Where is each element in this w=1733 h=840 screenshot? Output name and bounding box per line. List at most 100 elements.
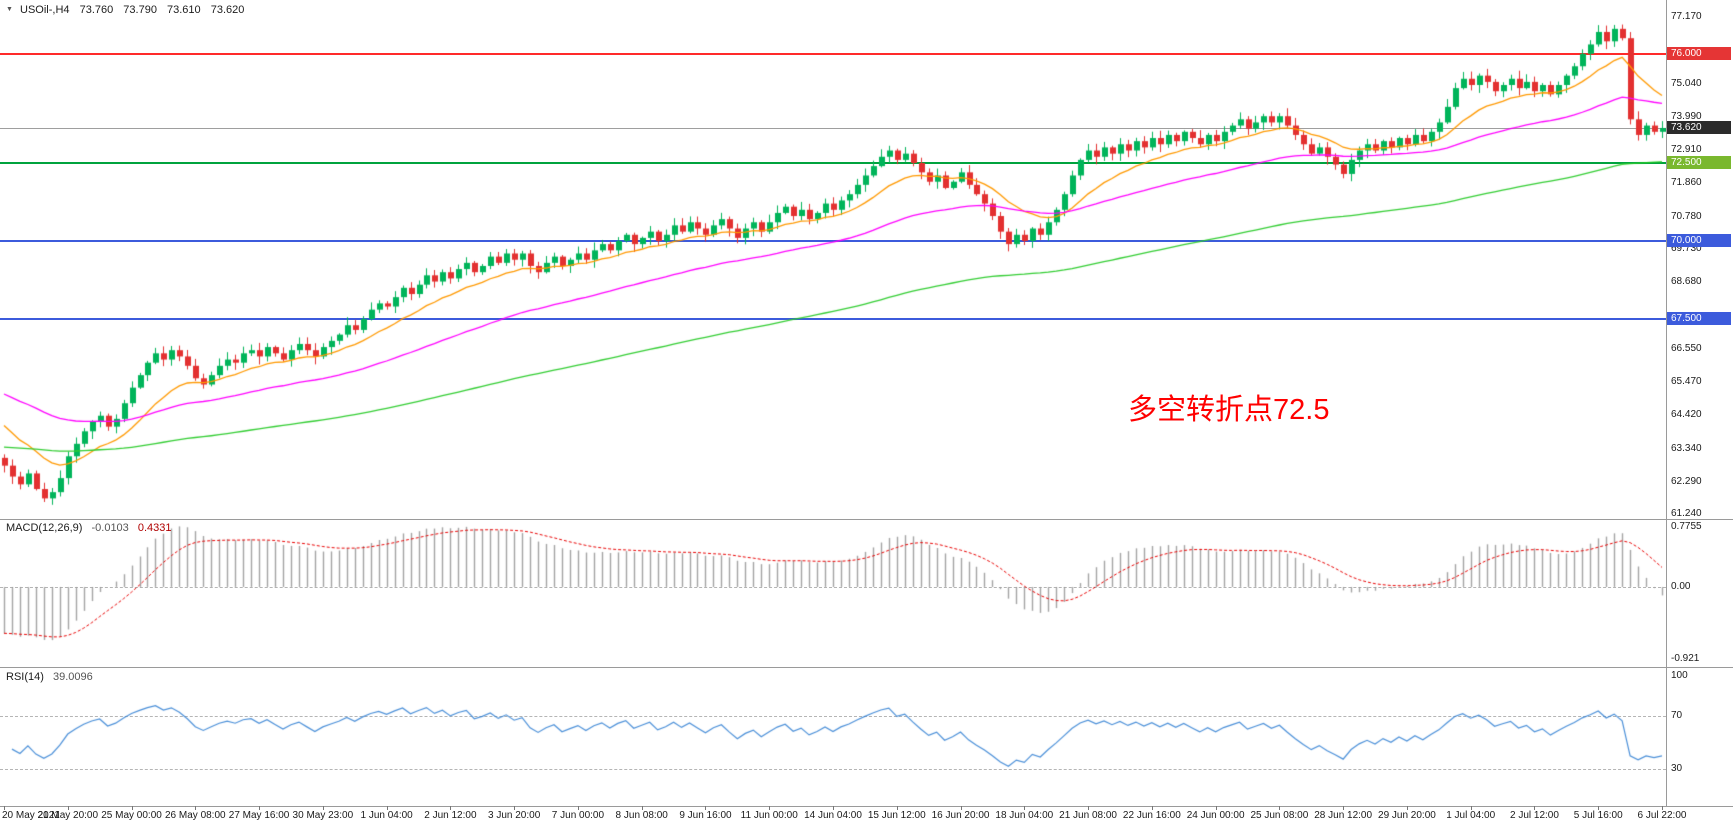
chart-collapse-icon[interactable]: ▼ [6,6,13,13]
rsi-value: 39.0096 [52,671,93,683]
price-axis-label: 66.550 [1671,342,1702,354]
time-axis-tick [195,806,197,810]
rsi-title: RSI(14) [6,671,44,683]
price-axis-label: 68.680 [1671,276,1702,288]
time-axis-tick [450,806,452,810]
rsi-scale-100: 100 [1671,670,1688,681]
price-axis-label: 77.170 [1671,11,1702,23]
time-axis-label: 21 Jun 08:00 [1059,810,1117,821]
time-axis-label: 20 May 2021 [2,810,60,821]
macd-signal-value: 0.4331 [137,522,172,534]
price-chart-canvas[interactable] [0,0,1666,519]
price-axis-label: 62.290 [1671,475,1702,487]
time-axis-label: 24 Jun 00:00 [1186,810,1245,821]
macd-title: MACD(12,26,9) [6,522,83,534]
macd-panel-canvas[interactable] [0,520,1666,667]
time-axis-label: 25 Jun 08:00 [1250,810,1309,821]
annotation-text[interactable]: 多空转折点72.5 [1128,394,1330,426]
time-axis-tick [4,806,5,810]
separator-macd-rsi [0,667,1733,668]
time-axis-tick [386,806,388,810]
time-axis-label: 8 Jun 08:00 [615,810,668,821]
price-axis-label: 75.040 [1671,77,1702,89]
price-level-badge: 70.000 [1667,234,1731,247]
price-axis-label: 63.340 [1671,442,1702,454]
time-axis-tick [833,806,834,810]
macd-scale-zero: 0.00 [1671,581,1691,592]
ohlc-close: 73.620 [210,4,245,16]
price-axis-label: 72.910 [1671,144,1702,156]
time-axis-tick [577,806,579,810]
time-axis-label: 7 Jun 00:00 [551,810,605,821]
rsi-header: RSI(14) 39.0096 [6,671,93,683]
time-axis-label: 15 Jun 12:00 [867,810,926,821]
time-axis-tick [67,806,69,810]
price-axis-label: 64.420 [1671,409,1702,421]
time-axis-label: 29 Jun 20:00 [1378,810,1436,821]
ohlc-high: 73.790 [123,4,157,16]
price-level-badge: 72.500 [1667,156,1731,169]
price-axis-label: 73.990 [1671,110,1702,122]
price-axis-label: 69.730 [1671,243,1702,255]
time-axis-label: 26 May 08:00 [164,810,226,821]
macd-scale-bottom: -0.921 [1671,653,1700,664]
time-axis-label: 27 May 16:00 [228,810,290,821]
time-axis-label: 28 Jun 12:00 [1314,810,1373,821]
rsi-scale-30: 30 [1671,763,1683,774]
price-axis-label: 61.240 [1671,508,1702,520]
separator-main-macd [0,519,1733,520]
price-level-badge: 67.500 [1667,312,1731,325]
time-axis-label: 14 Jun 04:00 [804,810,862,821]
time-axis-tick [259,806,261,810]
price-level-badge: 76.000 [1667,46,1731,60]
time-axis-label: 6 Jul 22:00 [1637,810,1687,821]
time-axis-tick [960,806,962,810]
time-axis-label: 22 Jun 16:00 [1122,810,1181,821]
time-axis-label: 25 May 00:00 [101,810,162,821]
time-axis-label: 1 Jun 04:00 [360,810,413,821]
time-axis-tick [1088,806,1090,810]
chart-symbol-title: USOil-,H4 [20,4,70,16]
time-axis-tick [1598,806,1600,810]
chart-ohlc-header: ▼ USOil-,H4 73.760 73.790 73.610 73.620 [6,4,244,16]
time-axis-label: 2 Jul 12:00 [1509,810,1559,821]
time-axis-tick [1662,806,1663,810]
time-axis-tick [1406,806,1408,810]
time-axis-label: 11 Jun 00:00 [740,810,798,821]
time-axis-tick [131,806,133,810]
time-axis-tick [641,806,643,810]
time-axis-label: 9 Jun 16:00 [679,810,732,821]
rsi-panel-canvas[interactable] [0,668,1666,806]
macd-value: -0.0103 [91,522,129,534]
time-axis-tick [1024,806,1026,810]
time-axis-tick [1279,806,1281,810]
rsi-scale-70: 70 [1671,710,1683,721]
time-axis-label: 18 Jun 04:00 [995,810,1054,821]
price-axis-border [1666,0,1667,806]
macd-header: MACD(12,26,9) -0.0103 0.4331 [6,522,172,534]
time-axis-label: 21 May 20:00 [37,810,99,821]
separator-time-axis [0,806,1733,807]
time-axis-tick [896,806,898,810]
macd-scale-top: 0.7755 [1671,521,1702,532]
time-axis-label: 2 Jun 12:00 [424,810,477,821]
time-axis-label: 3 Jun 20:00 [488,810,541,821]
time-axis-tick [1343,806,1345,810]
ohlc-low: 73.610 [167,4,201,16]
price-axis-label: 70.780 [1671,210,1702,222]
time-axis-tick [1534,806,1536,810]
time-axis-tick [705,806,707,810]
time-axis-label: 16 Jun 20:00 [931,810,990,821]
time-axis-tick [322,806,324,810]
ohlc-open: 73.760 [79,4,114,16]
time-axis-label: 5 Jul 16:00 [1573,810,1623,821]
price-level-badge: 73.620 [1667,121,1731,135]
time-axis-tick [1215,806,1217,810]
time-axis-tick [1151,806,1153,810]
price-axis-label: 65.470 [1671,376,1702,388]
time-axis-tick [769,806,771,810]
time-axis-tick [1470,806,1472,810]
time-axis-label: 30 May 23:00 [292,810,354,821]
time-axis-label: 1 Jul 04:00 [1446,810,1496,821]
